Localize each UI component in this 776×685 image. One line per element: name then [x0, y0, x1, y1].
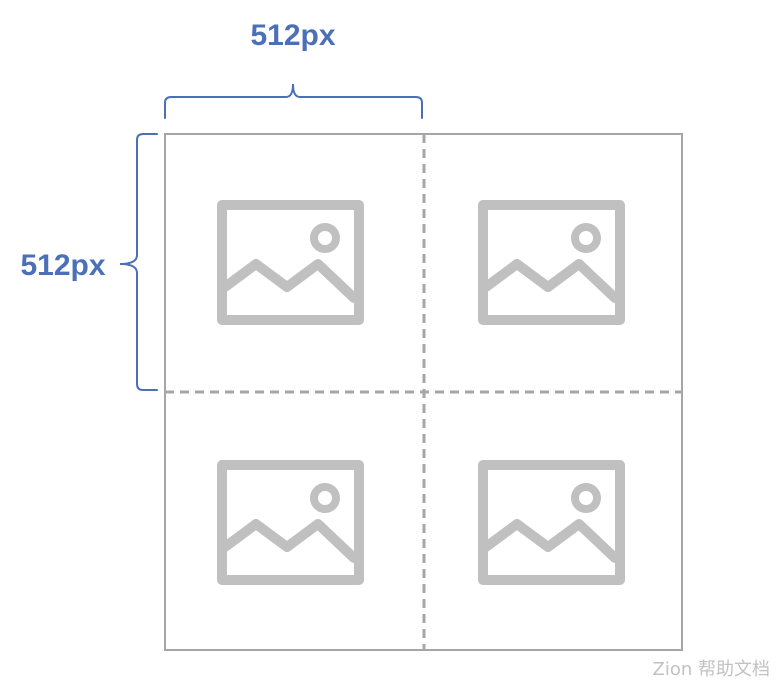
width-dimension: 512px [164, 19, 423, 119]
tile-grid [164, 133, 683, 651]
tile-4 [478, 460, 625, 585]
watermark-text: Zion 帮助文档 [653, 659, 770, 680]
height-dimension: 512px [20, 133, 158, 391]
width-label: 512px [250, 19, 335, 52]
height-label: 512px [20, 249, 105, 282]
image-placeholder-icon [217, 460, 364, 585]
tile-2 [478, 200, 625, 325]
width-brace [164, 83, 423, 119]
image-placeholder-icon [478, 200, 625, 325]
tile-3 [217, 460, 364, 585]
image-placeholder-icon [217, 200, 364, 325]
image-placeholder-icon [478, 460, 625, 585]
height-brace [119, 133, 158, 391]
tile-1 [217, 200, 364, 325]
